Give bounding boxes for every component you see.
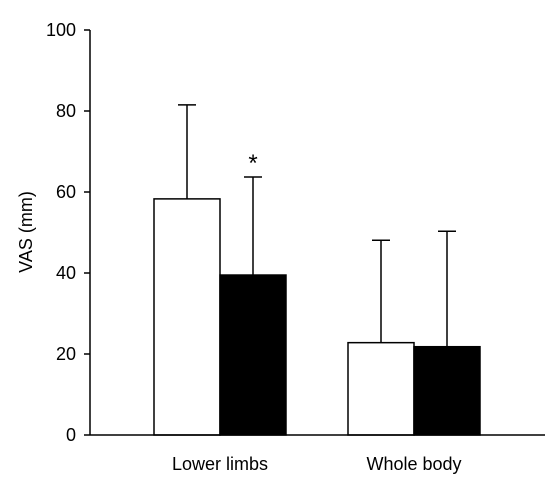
y-tick-label-20: 20 — [56, 344, 76, 364]
bar-1-0 — [347, 341, 415, 436]
annotations: * — [248, 150, 257, 177]
error-bars — [178, 104, 456, 347]
y-tick-label-40: 40 — [56, 263, 76, 283]
bar-0-0 — [153, 198, 221, 436]
axes — [89, 30, 545, 436]
y-axis-label: VAS (mm) — [16, 191, 36, 273]
category-labels: Lower limbs Whole body — [172, 454, 462, 474]
y-tick-label-100: 100 — [46, 20, 76, 40]
bar-0-1 — [219, 274, 287, 436]
bars — [153, 198, 481, 436]
y-tick-label-0: 0 — [66, 425, 76, 445]
significance-annotation-0: * — [248, 150, 257, 177]
bar-1-1 — [413, 345, 481, 436]
y-tick-label-60: 60 — [56, 182, 76, 202]
category-label-0: Lower limbs — [172, 454, 268, 474]
y-axis-ticks: 0 20 40 60 80 100 — [46, 20, 90, 445]
category-label-1: Whole body — [366, 454, 461, 474]
y-tick-label-80: 80 — [56, 101, 76, 121]
